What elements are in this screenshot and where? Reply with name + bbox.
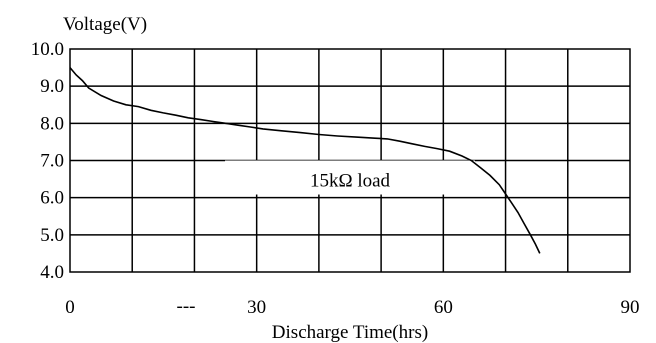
discharge-curve (69, 67, 541, 254)
load-annotation: 15kΩ load (310, 171, 391, 192)
grid (70, 49, 630, 272)
y-tick-label: 5.0 (40, 225, 64, 246)
y-tick-label: 4.0 (40, 262, 64, 283)
x-tick-label: 90 (621, 297, 640, 318)
x-tick-label: 0 (65, 297, 75, 318)
y-tick-label: 9.0 (40, 76, 64, 97)
y-axis-title: Voltage(V) (63, 14, 147, 35)
y-tick-label: 7.0 (40, 151, 64, 172)
annotation-background (225, 160, 475, 195)
x-axis-dash-label: --- (177, 296, 196, 317)
y-tick-label: 6.0 (40, 188, 64, 209)
x-tick-label: 30 (247, 297, 266, 318)
plot-frame (69, 48, 631, 273)
y-tick-labels: 4.0 5.0 6.0 7.0 8.0 9.0 10.0 (31, 39, 64, 283)
y-tick-label: 10.0 (31, 39, 64, 60)
annotation-box (225, 160, 475, 195)
x-axis-title: Discharge Time(hrs) (272, 322, 428, 343)
x-tick-label: 60 (434, 297, 453, 318)
x-tick-labels: 0 30 60 90 (65, 297, 639, 318)
y-tick-label: 8.0 (40, 113, 64, 134)
